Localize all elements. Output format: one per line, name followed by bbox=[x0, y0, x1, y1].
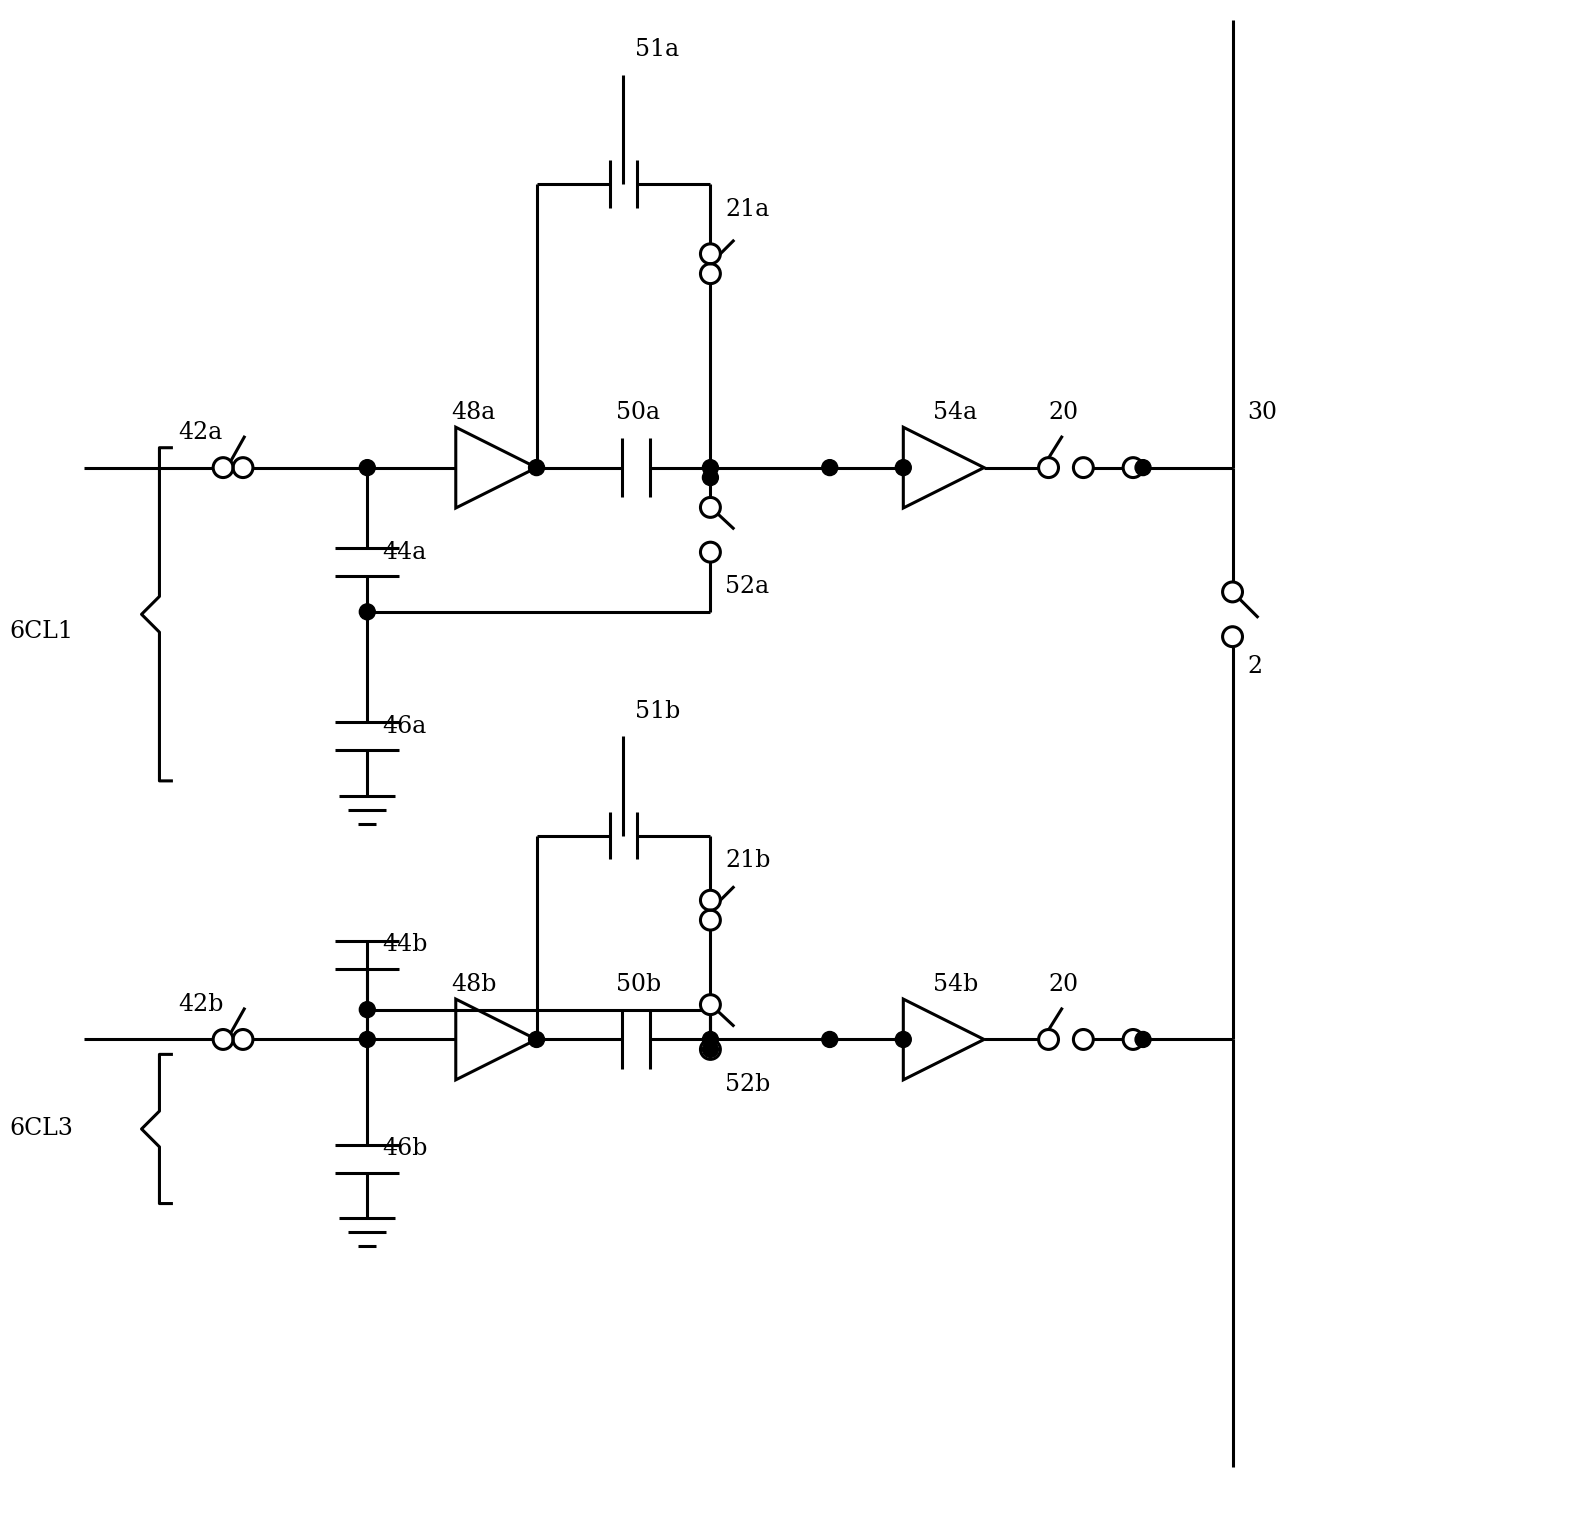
Circle shape bbox=[1123, 1030, 1144, 1049]
Text: 54b: 54b bbox=[933, 973, 979, 996]
Circle shape bbox=[1136, 459, 1152, 476]
Circle shape bbox=[822, 1031, 837, 1048]
Text: 54a: 54a bbox=[933, 402, 977, 424]
Circle shape bbox=[1222, 627, 1243, 646]
Circle shape bbox=[1222, 583, 1243, 602]
Circle shape bbox=[360, 1031, 375, 1048]
Circle shape bbox=[895, 1031, 911, 1048]
Circle shape bbox=[701, 1039, 721, 1059]
Circle shape bbox=[360, 459, 375, 476]
Text: 42b: 42b bbox=[179, 993, 223, 1016]
Circle shape bbox=[895, 459, 911, 476]
Circle shape bbox=[360, 1002, 375, 1018]
Circle shape bbox=[701, 995, 721, 1015]
Text: 46a: 46a bbox=[382, 715, 426, 738]
Text: 21a: 21a bbox=[726, 198, 770, 221]
Text: 6CL3: 6CL3 bbox=[9, 1118, 74, 1141]
Circle shape bbox=[1073, 458, 1093, 478]
Circle shape bbox=[528, 459, 545, 476]
Circle shape bbox=[701, 497, 721, 517]
Circle shape bbox=[1038, 458, 1059, 478]
Circle shape bbox=[214, 1030, 233, 1049]
Circle shape bbox=[360, 604, 375, 619]
Circle shape bbox=[701, 243, 721, 263]
Text: 50a: 50a bbox=[616, 402, 660, 424]
Text: 46b: 46b bbox=[382, 1138, 427, 1161]
Text: 2: 2 bbox=[1247, 656, 1263, 678]
Circle shape bbox=[702, 1031, 718, 1048]
Circle shape bbox=[702, 1042, 718, 1057]
Text: 48b: 48b bbox=[451, 973, 496, 996]
Circle shape bbox=[701, 910, 721, 929]
Text: 6CL1: 6CL1 bbox=[9, 621, 74, 643]
Circle shape bbox=[214, 458, 233, 478]
Circle shape bbox=[701, 541, 721, 563]
Text: 42a: 42a bbox=[179, 421, 223, 444]
Text: 44b: 44b bbox=[382, 934, 427, 957]
Text: 30: 30 bbox=[1247, 402, 1277, 424]
Circle shape bbox=[528, 1031, 545, 1048]
Text: 20: 20 bbox=[1049, 402, 1079, 424]
Text: 50b: 50b bbox=[616, 973, 661, 996]
Text: 44a: 44a bbox=[382, 540, 426, 564]
Circle shape bbox=[822, 459, 837, 476]
Circle shape bbox=[1038, 1030, 1059, 1049]
Text: 51b: 51b bbox=[635, 700, 680, 722]
Text: 20: 20 bbox=[1049, 973, 1079, 996]
Text: 21b: 21b bbox=[726, 849, 771, 872]
Circle shape bbox=[702, 459, 718, 476]
Text: 52b: 52b bbox=[726, 1072, 771, 1095]
Circle shape bbox=[702, 470, 718, 485]
Circle shape bbox=[1136, 1031, 1152, 1048]
Circle shape bbox=[233, 458, 253, 478]
Circle shape bbox=[701, 890, 721, 910]
Text: 52a: 52a bbox=[726, 575, 770, 598]
Circle shape bbox=[701, 263, 721, 283]
Text: 51a: 51a bbox=[635, 38, 680, 61]
Text: 48a: 48a bbox=[451, 402, 495, 424]
Circle shape bbox=[1073, 1030, 1093, 1049]
Circle shape bbox=[1123, 458, 1144, 478]
Circle shape bbox=[233, 1030, 253, 1049]
